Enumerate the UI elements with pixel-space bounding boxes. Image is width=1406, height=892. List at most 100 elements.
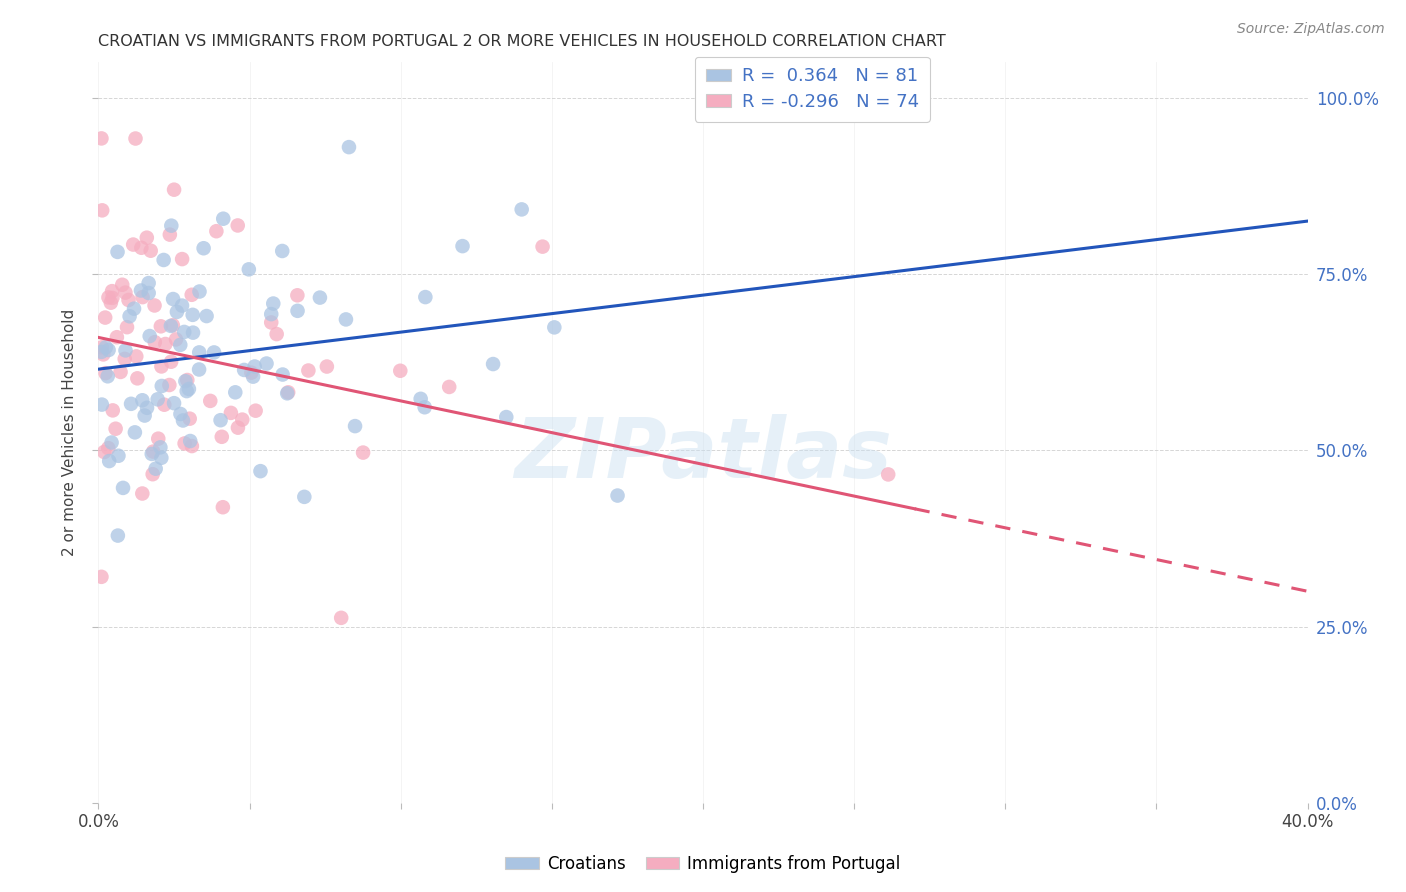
Point xyxy=(271,244,294,258)
Point xyxy=(262,296,284,310)
Point xyxy=(166,305,188,319)
Point xyxy=(172,413,194,427)
Point xyxy=(231,412,253,426)
Point xyxy=(165,333,187,347)
Point xyxy=(309,291,332,305)
Point xyxy=(131,486,153,500)
Point xyxy=(180,439,202,453)
Point xyxy=(176,384,198,398)
Point xyxy=(124,425,146,440)
Point xyxy=(143,335,166,350)
Point xyxy=(100,435,122,450)
Point xyxy=(90,398,112,412)
Point xyxy=(482,357,505,371)
Point xyxy=(114,343,136,358)
Point xyxy=(90,570,112,584)
Point xyxy=(211,430,233,444)
Point xyxy=(141,447,163,461)
Point xyxy=(101,284,124,298)
Point xyxy=(160,355,183,369)
Point xyxy=(131,290,153,304)
Point xyxy=(118,310,141,324)
Point xyxy=(94,340,117,354)
Point xyxy=(292,490,315,504)
Point xyxy=(159,227,181,242)
Point xyxy=(179,411,201,425)
Text: CROATIAN VS IMMIGRANTS FROM PORTUGAL 2 OR MORE VEHICLES IN HOUSEHOLD CORRELATION: CROATIAN VS IMMIGRANTS FROM PORTUGAL 2 O… xyxy=(98,34,946,49)
Point xyxy=(90,131,112,145)
Point xyxy=(297,363,319,377)
Point xyxy=(114,285,136,300)
Point xyxy=(155,337,177,351)
Point xyxy=(146,392,169,407)
Point xyxy=(173,325,195,339)
Point xyxy=(606,489,628,503)
Point xyxy=(120,397,142,411)
Point xyxy=(122,237,145,252)
Point xyxy=(162,292,184,306)
Point xyxy=(193,241,215,255)
Text: Source: ZipAtlas.com: Source: ZipAtlas.com xyxy=(1237,22,1385,37)
Point xyxy=(163,396,186,410)
Point xyxy=(124,131,146,145)
Point xyxy=(150,379,173,393)
Text: ZIPatlas: ZIPatlas xyxy=(515,414,891,495)
Point xyxy=(200,393,222,408)
Point xyxy=(110,365,132,379)
Point xyxy=(287,303,309,318)
Point xyxy=(233,363,256,377)
Point xyxy=(271,368,294,382)
Point xyxy=(131,393,153,408)
Point xyxy=(330,611,353,625)
Point xyxy=(352,445,374,459)
Point xyxy=(172,252,194,266)
Point xyxy=(153,398,176,412)
Point xyxy=(451,239,474,253)
Point xyxy=(337,140,360,154)
Point xyxy=(160,219,183,233)
Point xyxy=(277,385,299,400)
Point xyxy=(256,357,278,371)
Point xyxy=(115,320,138,334)
Point xyxy=(242,369,264,384)
Point xyxy=(112,481,135,495)
Point xyxy=(531,239,554,253)
Point xyxy=(238,262,260,277)
Point xyxy=(138,329,160,343)
Point xyxy=(139,244,162,258)
Point xyxy=(142,444,165,458)
Point xyxy=(91,340,114,354)
Point xyxy=(152,252,174,267)
Point xyxy=(212,211,235,226)
Point xyxy=(209,413,232,427)
Point xyxy=(91,203,114,218)
Point xyxy=(245,403,267,417)
Point xyxy=(107,244,129,259)
Point xyxy=(135,230,157,244)
Point xyxy=(143,298,166,312)
Point xyxy=(138,276,160,290)
Point xyxy=(188,362,211,376)
Point xyxy=(170,299,193,313)
Point xyxy=(188,345,211,359)
Point xyxy=(389,364,412,378)
Point xyxy=(101,403,124,417)
Point xyxy=(150,450,173,465)
Point xyxy=(107,528,129,542)
Point xyxy=(195,309,218,323)
Point xyxy=(162,318,184,333)
Point xyxy=(260,307,283,321)
Point xyxy=(249,464,271,478)
Point xyxy=(287,288,309,302)
Point xyxy=(97,369,120,384)
Y-axis label: 2 or more Vehicles in Household: 2 or more Vehicles in Household xyxy=(62,309,77,557)
Point xyxy=(176,373,198,387)
Point xyxy=(90,344,112,359)
Point xyxy=(93,445,115,459)
Point xyxy=(188,285,211,299)
Point xyxy=(97,441,120,455)
Point xyxy=(122,301,145,316)
Point xyxy=(145,461,167,475)
Point xyxy=(543,320,565,334)
Point xyxy=(315,359,337,374)
